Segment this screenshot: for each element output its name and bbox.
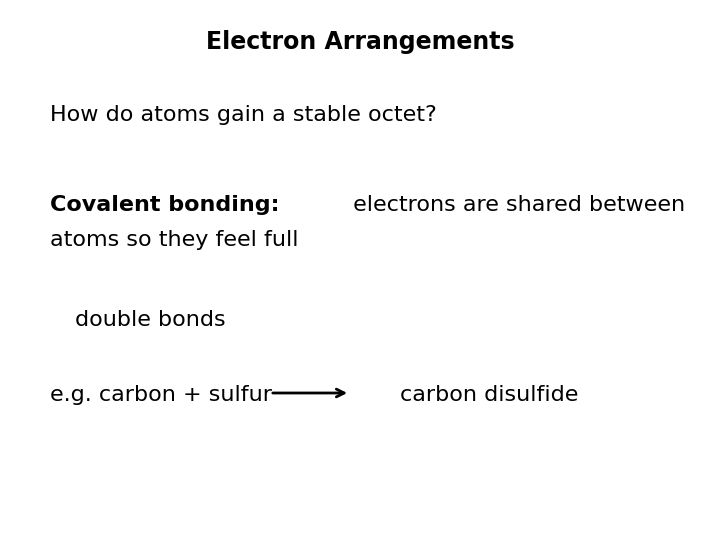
- Text: electrons are shared between: electrons are shared between: [346, 195, 685, 215]
- Text: Electron Arrangements: Electron Arrangements: [206, 30, 514, 54]
- Text: double bonds: double bonds: [75, 310, 225, 330]
- Text: Covalent bonding:: Covalent bonding:: [50, 195, 279, 215]
- Text: How do atoms gain a stable octet?: How do atoms gain a stable octet?: [50, 105, 437, 125]
- Text: atoms so they feel full: atoms so they feel full: [50, 230, 299, 250]
- Text: carbon disulfide: carbon disulfide: [400, 385, 578, 405]
- Text: e.g. carbon + sulfur: e.g. carbon + sulfur: [50, 385, 272, 405]
